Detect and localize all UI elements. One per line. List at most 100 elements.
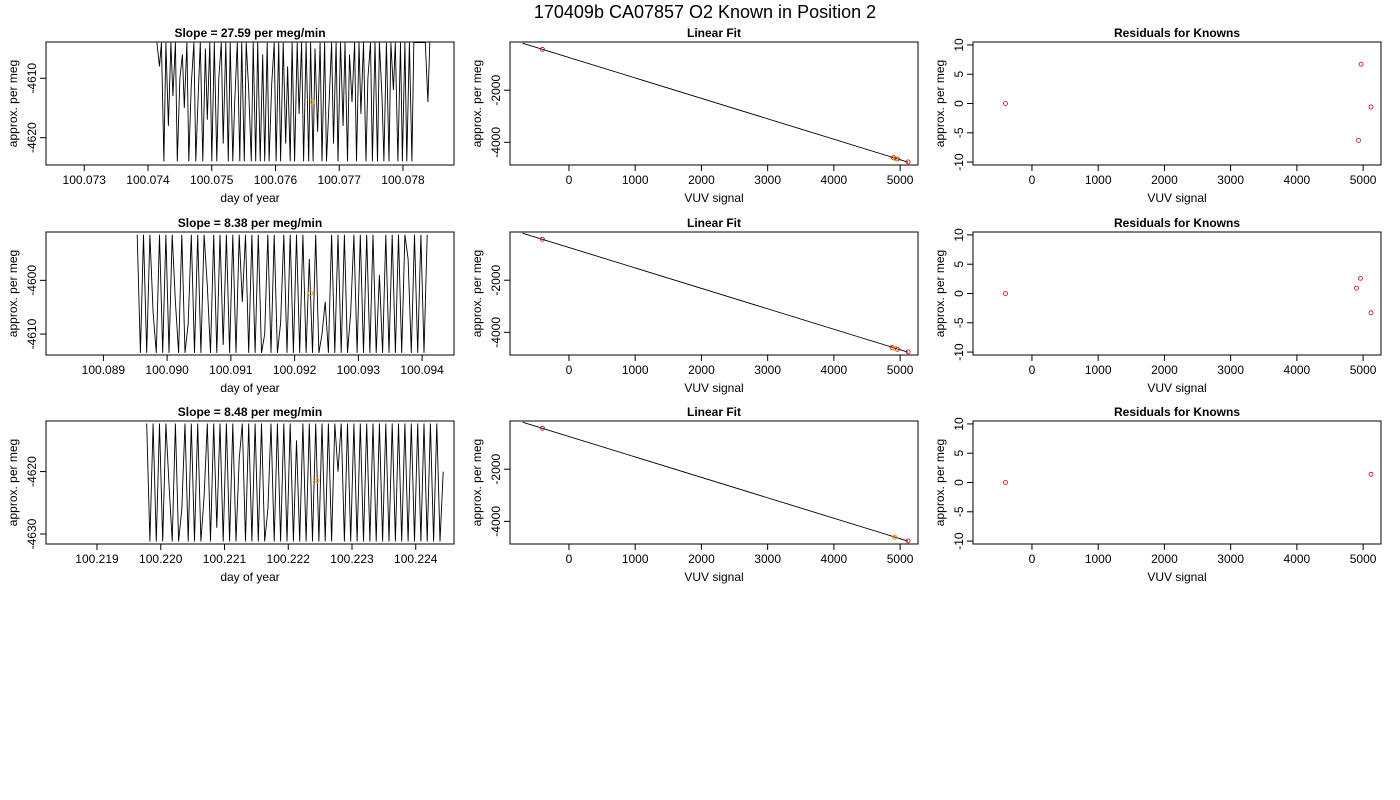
x-tick-label: 4000 xyxy=(821,173,848,187)
x-tick-label: 3000 xyxy=(1217,552,1244,566)
known-point xyxy=(1003,291,1008,296)
panel-title: Residuals for Knowns xyxy=(1114,26,1240,40)
x-tick-label: 2000 xyxy=(688,173,715,187)
y-tick-label: 0 xyxy=(952,100,966,107)
chart-panel: Residuals for Knowns 0 1000 2000 3000 4000 500… xyxy=(933,405,1382,584)
chart-panel: Slope = 27.59 per meg/min 100.073 100.074 1… xyxy=(6,26,455,205)
x-axis-label: VUV signal xyxy=(684,191,743,205)
y-tick-label: -10 xyxy=(952,153,966,171)
known-point xyxy=(905,538,911,544)
x-tick-label: 5000 xyxy=(887,363,914,377)
x-tick-label: 4000 xyxy=(821,552,848,566)
x-tick-label: 3000 xyxy=(754,552,781,566)
x-tick-label: 100.075 xyxy=(190,173,234,187)
y-tick-label: -5 xyxy=(952,317,966,328)
x-tick-label: 1000 xyxy=(1085,173,1112,187)
data-layer xyxy=(146,423,444,542)
x-tick-label: 100.219 xyxy=(75,552,119,566)
x-tick-label: 0 xyxy=(566,552,573,566)
chart-panel: Slope = 8.48 per meg/min 100.219 100.220 10… xyxy=(6,405,455,584)
x-axis-label: day of year xyxy=(220,381,279,395)
x-tick-label: 100.093 xyxy=(337,363,381,377)
panel-title: Residuals for Knowns xyxy=(1114,405,1240,419)
sample-marker xyxy=(309,99,316,105)
x-tick-label: 1000 xyxy=(622,552,649,566)
x-tick-label: 1000 xyxy=(1085,552,1112,566)
x-axis-label: day of year xyxy=(220,570,279,584)
x-tick-label: 100.222 xyxy=(267,552,311,566)
x-tick-label: 2000 xyxy=(1151,173,1178,187)
y-tick-label: -4000 xyxy=(489,317,503,348)
data-layer xyxy=(522,232,911,355)
y-tick-label: 5 xyxy=(952,71,966,78)
y-tick-label: -5 xyxy=(952,506,966,517)
y-tick-label: -4600 xyxy=(25,265,39,296)
y-tick-label: -10 xyxy=(952,343,966,361)
x-tick-label: 100.077 xyxy=(318,173,362,187)
known-point xyxy=(1368,310,1374,316)
known-point xyxy=(1354,285,1359,291)
x-tick-label: 5000 xyxy=(887,173,914,187)
x-tick-label: 100.076 xyxy=(254,173,298,187)
x-tick-label: 100.221 xyxy=(203,552,247,566)
x-axis-label: VUV signal xyxy=(684,570,743,584)
chart-panel: Residuals for Knowns 0 1000 2000 3000 4000 500… xyxy=(933,216,1382,395)
x-tick-label: 0 xyxy=(566,173,573,187)
y-tick-label: -4610 xyxy=(25,63,39,94)
x-tick-label: 100.090 xyxy=(145,363,189,377)
x-axis-label: day of year xyxy=(220,191,279,205)
panel-grid: Slope = 27.59 per meg/min 100.073 100.074 1… xyxy=(6,26,1382,584)
x-tick-label: 2000 xyxy=(1151,363,1178,377)
y-tick-label: 10 xyxy=(952,38,966,52)
plot-frame xyxy=(972,231,1382,356)
x-axis-label: VUV signal xyxy=(1147,570,1206,584)
panel-title: Linear Fit xyxy=(687,405,741,419)
y-tick-label: -4630 xyxy=(25,518,39,549)
x-tick-label: 2000 xyxy=(688,363,715,377)
plot-frame xyxy=(972,420,1382,545)
sample-marker xyxy=(314,477,320,483)
chart-panel: Linear Fit 0 1000 2000 3000 4000 5000 VUV signa… xyxy=(470,216,919,395)
x-tick-label: 4000 xyxy=(1284,363,1311,377)
sample-marker xyxy=(892,345,899,352)
y-tick-label: 5 xyxy=(952,450,966,457)
x-tick-label: 4000 xyxy=(1284,173,1311,187)
chart-panel: Linear Fit 0 1000 2000 3000 4000 5000 VUV signa… xyxy=(470,405,919,584)
x-tick-label: 5000 xyxy=(887,552,914,566)
panel-title: Linear Fit xyxy=(687,216,741,230)
panel-title: Slope = 8.48 per meg/min xyxy=(178,405,322,419)
y-axis-label: approx. per meg xyxy=(6,250,20,337)
chart-panel: Residuals for Knowns 0 1000 2000 3000 4000 500… xyxy=(933,26,1382,205)
y-tick-label: -10 xyxy=(952,532,966,550)
x-tick-label: 100.092 xyxy=(273,363,317,377)
fit-line xyxy=(522,421,909,542)
figure-title: 170409b CA07857 O2 Known in Position 2 xyxy=(534,2,876,22)
x-axis-label: VUV signal xyxy=(1147,381,1206,395)
y-axis-label: approx. per meg xyxy=(6,439,20,526)
known-point xyxy=(540,46,545,52)
x-tick-label: 4000 xyxy=(1284,552,1311,566)
panel-title: Linear Fit xyxy=(687,26,741,40)
data-layer xyxy=(1003,61,1374,143)
y-tick-label: -2000 xyxy=(489,265,503,296)
data-layer xyxy=(1003,471,1374,485)
y-tick-label: -4610 xyxy=(25,318,39,349)
y-axis-label: approx. per meg xyxy=(933,439,947,526)
chart-panel: Slope = 8.38 per meg/min 100.089 100.090 10… xyxy=(6,216,455,395)
chart-panel: Linear Fit 0 1000 2000 3000 4000 5000 VUV signa… xyxy=(470,26,919,205)
panel-title: Residuals for Knowns xyxy=(1114,216,1240,230)
x-tick-label: 100.094 xyxy=(400,363,444,377)
x-tick-label: 100.091 xyxy=(209,363,253,377)
sample-marker xyxy=(892,155,899,162)
data-layer xyxy=(156,42,431,162)
y-axis-label: approx. per meg xyxy=(933,60,947,147)
known-point xyxy=(540,236,545,242)
x-tick-label: 100.224 xyxy=(394,552,438,566)
data-layer xyxy=(136,234,428,353)
known-point xyxy=(1003,101,1008,106)
x-tick-label: 2000 xyxy=(1151,552,1178,566)
x-tick-label: 0 xyxy=(1029,363,1036,377)
sample-marker xyxy=(307,290,314,296)
known-point xyxy=(1358,61,1364,67)
known-point xyxy=(905,159,911,165)
